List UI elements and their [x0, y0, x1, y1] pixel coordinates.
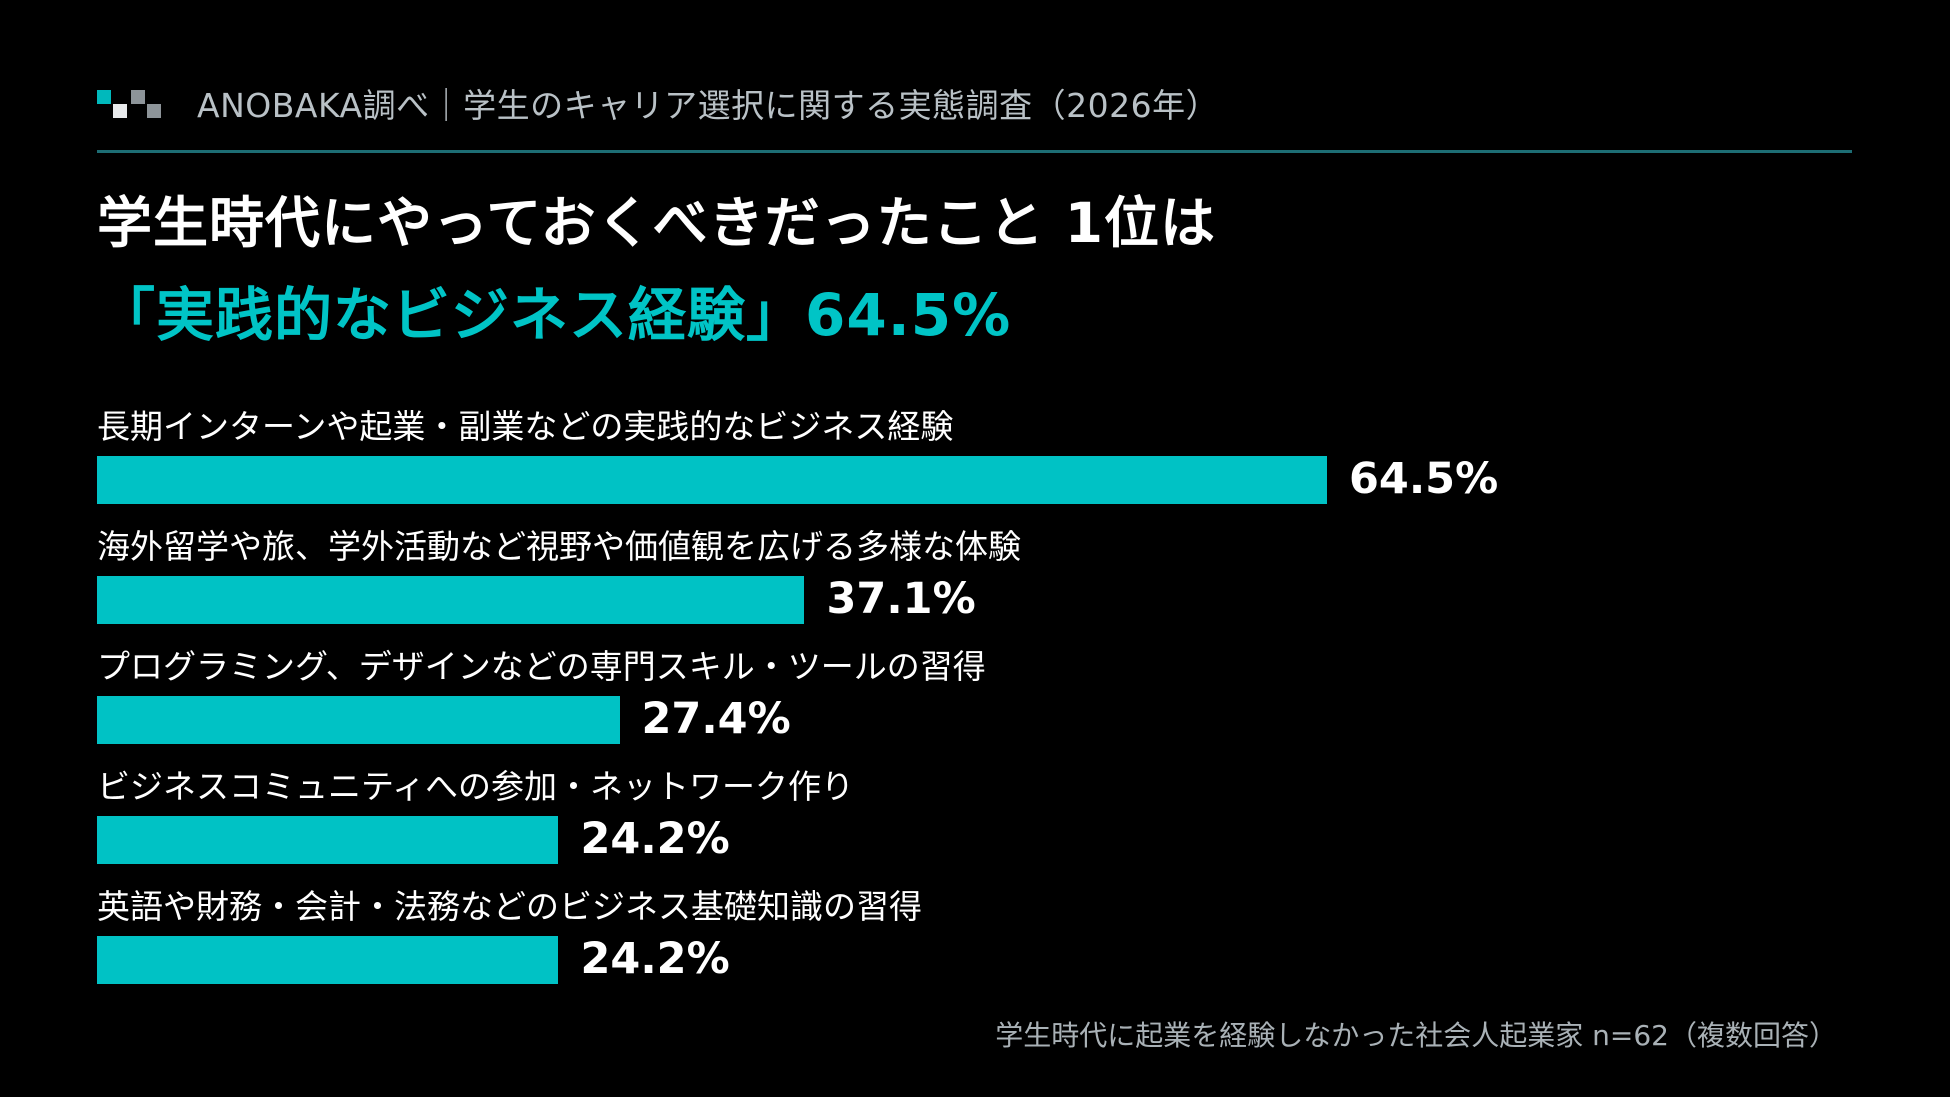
bar — [97, 696, 620, 744]
bar — [97, 936, 559, 984]
logo-square — [113, 104, 127, 118]
category-label: 長期インターンや起業・副業などの実践的なビジネス経験 — [97, 407, 954, 446]
category-label: プログラミング、デザインなどの専門スキル・ツールの習得 — [97, 647, 986, 686]
value-label: 27.4% — [641, 694, 791, 744]
bar — [97, 456, 1327, 504]
bar — [97, 816, 559, 864]
category-label: 海外留学や旅、学外活動など視野や価値観を広げる多様な体験 — [97, 527, 1021, 566]
header: ANOBAKA調べ｜学生のキャリア選択に関する実態調査（2026年） — [97, 78, 1219, 128]
value-label: 24.2% — [580, 934, 730, 984]
value-label: 37.1% — [826, 574, 976, 624]
logo-square — [97, 90, 111, 104]
logo-square — [147, 104, 161, 118]
source-caption: ANOBAKA調べ｜学生のキャリア選択に関する実態調査（2026年） — [197, 86, 1220, 125]
footnote: 学生時代に起業を経験しなかった社会人起業家 n=62（複数回答） — [995, 1019, 1837, 1052]
anobaka-logo — [97, 82, 161, 124]
category-label: 英語や財務・会計・法務などのビジネス基礎知識の習得 — [97, 887, 922, 926]
headline-highlight: 「実践的なビジネス経験」64.5% — [97, 281, 1012, 349]
value-label: 64.5% — [1349, 454, 1499, 504]
headline: 学生時代にやっておくべきだったこと 1位は — [97, 191, 1217, 255]
bar — [97, 576, 805, 624]
value-label: 24.2% — [580, 814, 730, 864]
logo-square — [131, 90, 145, 104]
category-label: ビジネスコミュニティへの参加・ネットワーク作り — [97, 767, 855, 806]
header-divider — [97, 150, 1852, 153]
